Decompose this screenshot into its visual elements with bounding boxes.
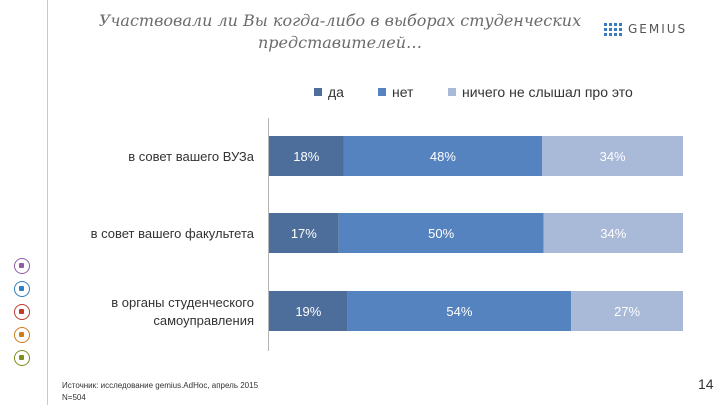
legend-swatch-yes: [314, 88, 322, 96]
globe-icon: [14, 281, 30, 297]
phone-icon: [14, 350, 30, 366]
bar-self-government-no: [347, 291, 572, 331]
legend-item-no: нет: [378, 84, 413, 100]
bar-university-never-heard: [542, 136, 683, 176]
source-line-2: N=504: [62, 393, 86, 402]
category-axis: [268, 118, 269, 351]
data-label-university-no: 48%: [430, 149, 456, 164]
bar-self-government-yes: [269, 291, 348, 331]
bar-faculty-no: [338, 213, 544, 253]
chart-legend: да нет ничего не слышал про это: [0, 84, 720, 102]
category-label-university: в совет вашего ВУЗа: [128, 149, 254, 164]
data-label-university-yes: 18%: [293, 149, 319, 164]
data-label-self-government-yes: 19%: [295, 304, 321, 319]
gemius-logo: GEMIUS: [604, 22, 687, 36]
data-label-faculty-never-heard: 34%: [600, 226, 626, 241]
logo-text: GEMIUS: [628, 22, 688, 36]
bar-faculty-never-heard: [543, 213, 683, 253]
source-line-1: Источник: исследование gemius.AdHoc, апр…: [62, 381, 259, 390]
data-label-self-government-never-heard: 27%: [614, 304, 640, 319]
data-label-faculty-no: 50%: [428, 226, 454, 241]
legend-label-never-heard: ничего не слышал про это: [462, 84, 633, 100]
data-label-self-government-no: 54%: [446, 304, 472, 319]
legend-item-yes: да: [314, 84, 344, 100]
data-label-faculty-yes: 17%: [291, 226, 317, 241]
tools-icon: [14, 327, 30, 343]
category-label-faculty: в совет вашего факультета: [90, 226, 254, 241]
bar-faculty-yes: [269, 213, 339, 253]
source-note: Источник: исследование gemius.AdHoc, апр…: [62, 380, 258, 404]
chart-title: Участвовали ли Вы когда-либо в выборах с…: [98, 11, 582, 52]
bar-university-no: [343, 136, 543, 176]
people-icon: [14, 258, 30, 274]
category-label-self-government: в органы студенческого самоуправления: [111, 295, 254, 328]
bar-university-yes: [269, 136, 344, 176]
bar-self-government-never-heard: [571, 291, 683, 331]
legend-item-never-heard: ничего не слышал про это: [448, 84, 633, 100]
legend-label-yes: да: [328, 84, 344, 100]
logo-mark: [604, 22, 622, 36]
cart-icon: [14, 304, 30, 320]
side-icon-column: [14, 258, 32, 373]
left-rule: [47, 0, 48, 405]
page-number: 14: [698, 376, 714, 392]
legend-swatch-never-heard: [448, 88, 456, 96]
legend-label-no: нет: [392, 84, 414, 100]
data-label-university-never-heard: 34%: [600, 149, 626, 164]
legend-swatch-no: [378, 88, 386, 96]
